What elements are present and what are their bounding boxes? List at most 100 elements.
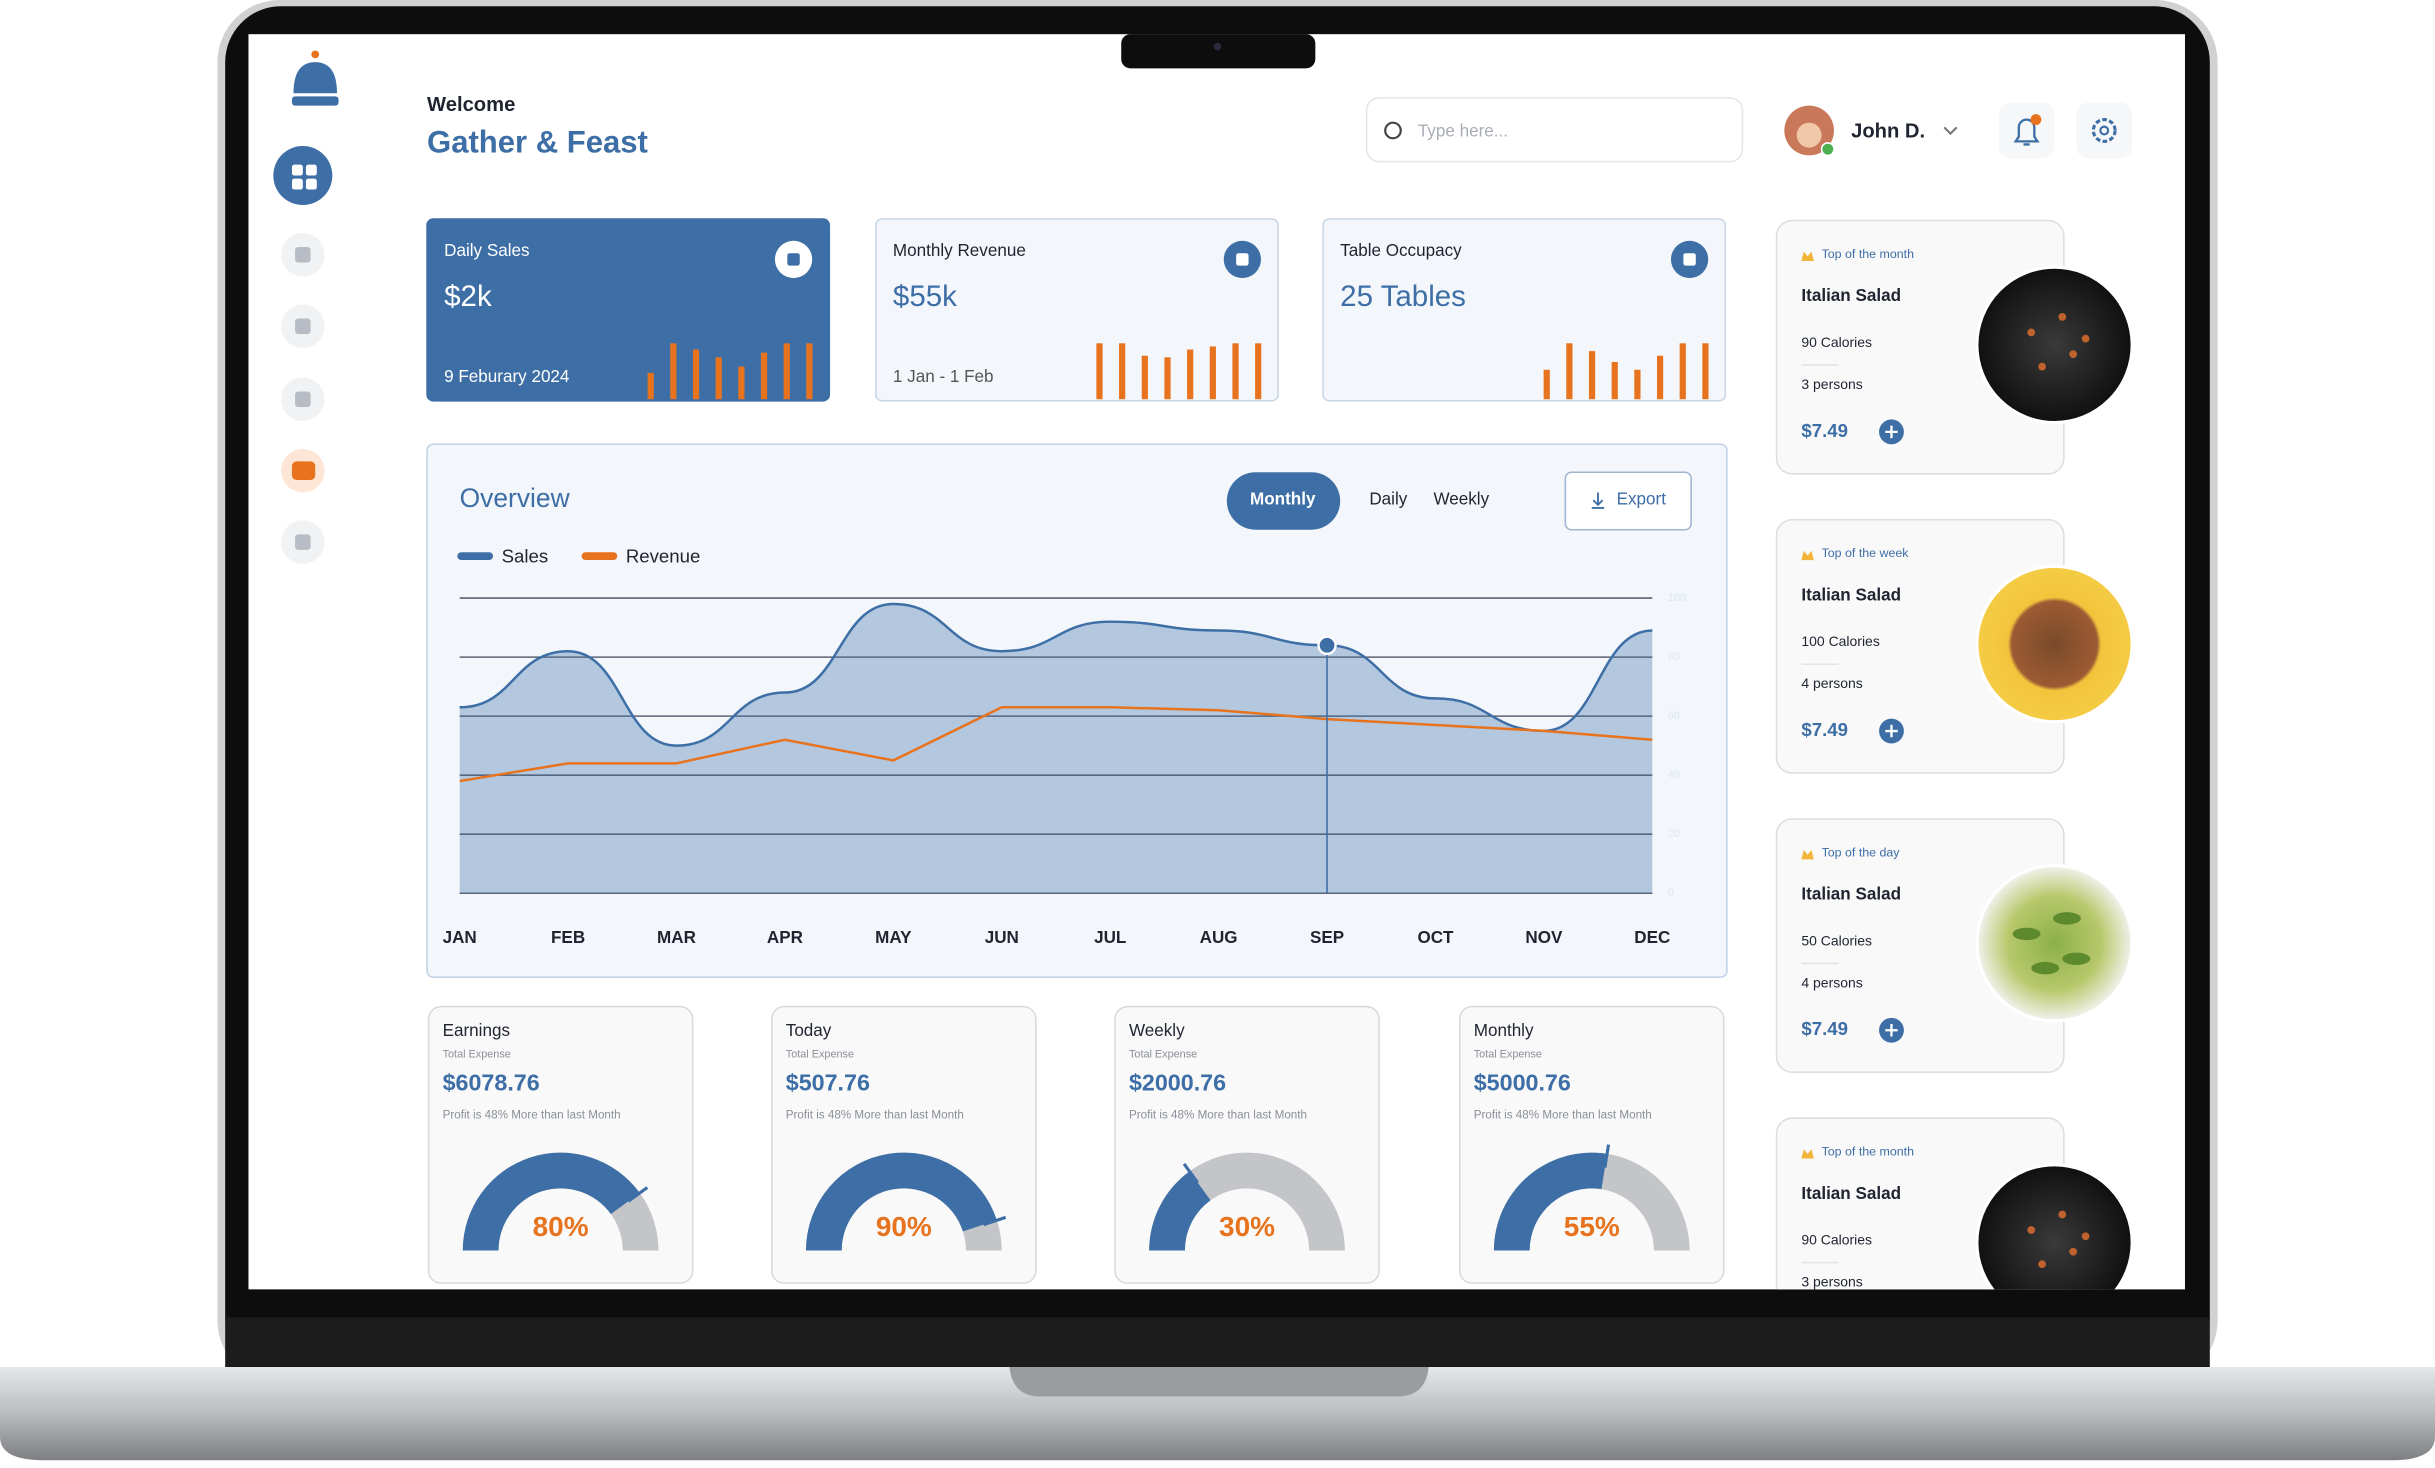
plus-icon — [1885, 724, 1898, 738]
earnings-subtitle: Total Expense — [1129, 1049, 1197, 1061]
plus-icon — [1885, 425, 1898, 439]
x-tick-label: JAN — [443, 928, 477, 947]
user-name: John D. — [1851, 120, 1925, 142]
gauge-track — [1149, 1152, 1345, 1251]
dashboard: Welcome Gather & Feast Type here... John D.… — [273, 50, 2134, 1290]
dish-name: Italian Salad — [1801, 1184, 1901, 1203]
dish-calories: 100 Calories — [1801, 633, 1879, 649]
gauge-needle — [627, 1186, 649, 1203]
legend-label: Sales — [502, 546, 549, 567]
base-notch — [1009, 1367, 1429, 1397]
laptop-base — [0, 1367, 2435, 1461]
sparkline-bar — [806, 343, 813, 400]
earnings-note: Profit is 48% More than last Month — [1128, 1107, 1308, 1122]
plus-icon — [1885, 1024, 1898, 1037]
camera-notch — [1121, 34, 1316, 69]
dish-tag: Top of the day — [1822, 845, 1901, 859]
earnings-amount: $507.76 — [786, 1069, 870, 1095]
stat-value: $55k — [893, 280, 957, 313]
hover-point — [1317, 635, 1337, 656]
dish-calories: 90 Calories — [1801, 1232, 1872, 1248]
gauge-label: 30% — [1219, 1211, 1275, 1242]
export-button[interactable] — [1564, 471, 1692, 531]
sparkline-bar — [760, 352, 768, 400]
notification-dot — [2030, 114, 2042, 126]
stat-icon-glyph — [787, 253, 800, 266]
earnings-title: Monthly — [1474, 1021, 1534, 1040]
dish-image — [1975, 265, 2134, 425]
gauge-label: 55% — [1564, 1211, 1620, 1242]
notifications-button[interactable] — [1998, 102, 2055, 159]
earnings-subtitle: Total Expense — [443, 1049, 511, 1061]
gauge-label: 90% — [876, 1211, 932, 1242]
x-tick-label: OCT — [1417, 928, 1454, 947]
earnings-amount: $2000.76 — [1129, 1069, 1226, 1095]
dish-persons: 3 persons — [1801, 376, 1862, 392]
gauge-label: 80% — [533, 1211, 589, 1242]
nav-dashboard[interactable] — [273, 146, 333, 206]
leaf — [2031, 961, 2060, 975]
dish-name: Italian Salad — [1801, 286, 1901, 305]
garnish — [2058, 313, 2067, 321]
search-box[interactable] — [1365, 97, 1744, 163]
tab-active[interactable] — [1226, 472, 1341, 530]
garnish — [2038, 1260, 2046, 1269]
stat-card — [875, 218, 1279, 402]
earnings-amount: $6078.76 — [443, 1069, 540, 1095]
x-tick-label: MAY — [875, 928, 912, 947]
stat-card — [426, 218, 831, 402]
nav-icon — [295, 318, 311, 334]
sparkline-bar — [1543, 369, 1550, 400]
dish-calories: 50 Calories — [1801, 932, 1872, 948]
y-tick-label: 100 — [1668, 592, 1686, 604]
sparkline-bar — [1119, 343, 1126, 400]
stat-note: 1 Jan - 1 Feb — [893, 367, 994, 386]
sparkline-bar — [1634, 369, 1641, 400]
gauge-value — [462, 1152, 640, 1251]
garnish — [2081, 334, 2090, 343]
tab[interactable]: Weekly — [1433, 490, 1489, 509]
user-menu-chevron[interactable] — [1943, 126, 1958, 136]
earnings-note: Profit is 48% More than last Month — [442, 1107, 621, 1122]
crown-icon — [1801, 850, 1814, 860]
chart-title: Overview — [460, 483, 571, 513]
sparkline-bar — [1141, 355, 1148, 400]
gear-hole — [2099, 125, 2110, 136]
nav-icon-square — [291, 164, 303, 176]
earnings-title: Weekly — [1129, 1021, 1185, 1040]
x-tick-label: DEC — [1634, 928, 1670, 947]
sparkline-bar — [738, 366, 745, 400]
y-tick-label: 60 — [1668, 710, 1680, 722]
earnings-note-box: Profit is 48% More than last Month — [786, 1108, 964, 1122]
garnish — [2081, 1232, 2090, 1241]
garnish — [2058, 1210, 2067, 1219]
sparkline-bar — [1679, 343, 1686, 400]
gauge-value — [805, 1152, 997, 1251]
sparkline-bar — [1255, 343, 1262, 400]
dish-name: Italian Salad — [1801, 885, 1901, 904]
nav-icon — [295, 246, 311, 263]
tab[interactable]: Monthly — [1250, 490, 1316, 509]
camera — [1213, 42, 1222, 51]
earnings-note: Profit is 48% More than last Month — [1473, 1107, 1652, 1122]
settings-button[interactable] — [2076, 102, 2133, 159]
garnish — [2027, 328, 2036, 337]
dish-name: Italian Salad — [1801, 585, 1901, 604]
dish-price: $7.49 — [1801, 719, 1848, 740]
dish-price: $7.49 — [1801, 1018, 1848, 1039]
x-tick-label: AUG — [1200, 928, 1238, 947]
sparkline-bar — [1232, 343, 1239, 400]
online-dot — [1820, 142, 1835, 157]
chin — [225, 1317, 2210, 1371]
tab[interactable]: Daily — [1369, 490, 1407, 509]
stat-card — [1322, 218, 1727, 402]
logo-base — [291, 96, 339, 106]
y-tick-label: 80 — [1668, 651, 1680, 663]
stat-label: Daily Sales — [444, 241, 529, 260]
y-tick-label: 40 — [1668, 769, 1680, 781]
leaf — [2012, 927, 2041, 941]
stat-value: 25 Tables — [1340, 280, 1466, 313]
gear-icon — [2091, 118, 2117, 143]
dish-price: $7.49 — [1801, 420, 1848, 441]
